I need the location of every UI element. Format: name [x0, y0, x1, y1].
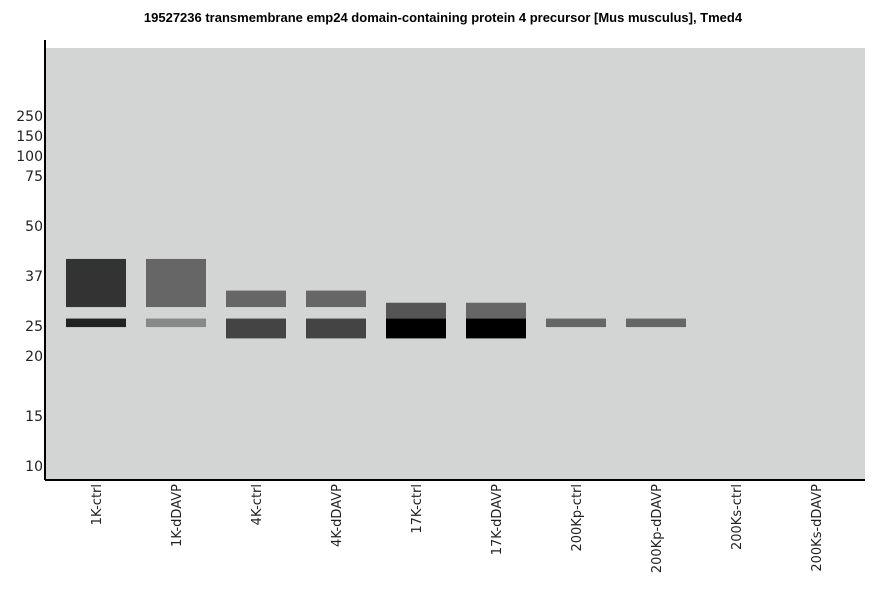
band-4K-ctrl-4: [226, 290, 286, 308]
mw-label-10: 10: [25, 459, 43, 475]
mw-label-150: 150: [16, 129, 43, 145]
lane-label-200Kp-dDAVP: 200Kp-dDAVP: [650, 484, 665, 573]
mw-label-37: 37: [25, 269, 43, 285]
lane-label-4K-dDAVP: 4K-dDAVP: [330, 484, 345, 547]
mw-label-15: 15: [25, 409, 43, 425]
lane-label-1K-dDAVP: 1K-dDAVP: [170, 484, 185, 547]
mw-label-75: 75: [25, 169, 43, 185]
band-17K-ctrl-8: [386, 302, 446, 319]
band-1K-ctrl-1: [66, 318, 126, 328]
band-4K-ctrl-5: [226, 318, 286, 339]
lane-label-17K-ctrl: 17K-ctrl: [410, 484, 425, 534]
bands-layer: [66, 258, 686, 339]
band-200Kp-ctrl-12: [546, 318, 606, 328]
mw-label-250: 250: [16, 109, 43, 125]
lane-label-4K-ctrl: 4K-ctrl: [250, 484, 265, 525]
lane-label-200Ks-ctrl: 200Ks-ctrl: [730, 484, 745, 550]
chart-title: 19527236 transmembrane emp24 domain-cont…: [143, 10, 743, 25]
band-200Kp-dDAVP-13: [626, 318, 686, 328]
mw-label-50: 50: [25, 219, 43, 235]
band-1K-ctrl-0: [66, 258, 126, 308]
lane-label-200Ks-dDAVP: 200Ks-dDAVP: [810, 484, 825, 572]
band-17K-ctrl-9: [386, 318, 446, 339]
lane-label-200Kp-ctrl: 200Kp-ctrl: [570, 484, 585, 551]
lane-label-17K-dDAVP: 17K-dDAVP: [490, 484, 505, 555]
band-4K-dDAVP-6: [306, 290, 366, 308]
band-1K-dDAVP-3: [146, 318, 206, 328]
lane-label-layer: 1K-ctrl 1K-dDAVP 4K-ctrl 4K-dDAVP 17K-ctrl 17…: [90, 484, 825, 573]
mw-label-25: 25: [25, 319, 43, 335]
band-1K-dDAVP-2: [146, 258, 206, 308]
band-17K-dDAVP-10: [466, 302, 526, 319]
band-17K-dDAVP-11: [466, 318, 526, 339]
band-4K-dDAVP-7: [306, 318, 366, 339]
lane-label-1K-ctrl: 1K-ctrl: [90, 484, 105, 525]
mw-marker-layer: 250 150 100 75 50 37 25 20 15 10: [16, 109, 43, 475]
mw-label-100: 100: [16, 149, 43, 165]
mw-label-20: 20: [25, 349, 43, 365]
